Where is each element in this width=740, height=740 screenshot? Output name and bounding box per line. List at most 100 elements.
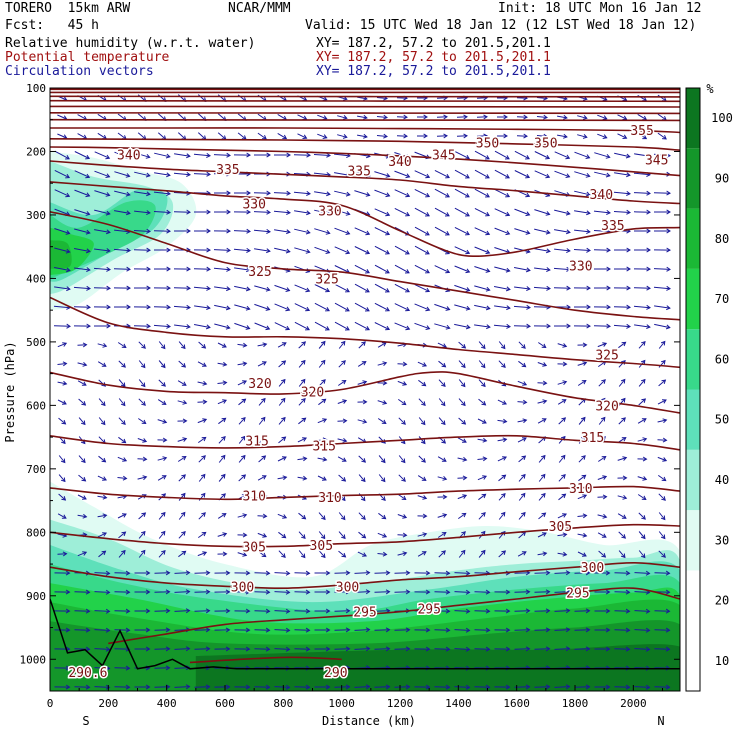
vector-arrow [137, 475, 148, 481]
vector-head [445, 646, 451, 652]
vector-shaft [394, 303, 410, 311]
vector-arrow [254, 627, 271, 633]
vector-head [443, 133, 448, 139]
vector-head [425, 589, 431, 595]
vector-shaft [334, 246, 350, 254]
vector-arrow [414, 589, 431, 595]
vector-head [86, 267, 91, 273]
vector-shaft [633, 287, 651, 289]
vector-arrow [458, 398, 466, 407]
vector-shaft [74, 228, 90, 234]
vector-head [500, 530, 506, 536]
vector-head [121, 363, 126, 368]
vector-shaft [657, 132, 667, 140]
vector-head [605, 589, 611, 595]
vector-head [165, 589, 171, 595]
vector-arrow [657, 418, 668, 424]
vector-head [145, 684, 151, 690]
vector-head [425, 627, 431, 633]
vector-shaft [298, 398, 306, 406]
vector-arrow [654, 570, 671, 576]
vector-head [402, 381, 408, 386]
vector-head [481, 400, 487, 406]
vector-shaft [58, 474, 66, 482]
vector-shaft [534, 591, 550, 593]
vector-arrow [234, 684, 251, 690]
vector-arrow [278, 550, 286, 559]
vector-head [481, 493, 487, 499]
vector-arrow [494, 188, 511, 198]
vector-arrow [634, 153, 651, 159]
theta-label-295: 295 [566, 587, 589, 602]
vector-arrow [94, 170, 111, 178]
vector-shaft [398, 474, 406, 482]
vector-arrow [217, 513, 227, 519]
vector-shaft [138, 418, 146, 424]
vector-shaft [98, 436, 106, 444]
vector-shaft [558, 474, 566, 482]
vector-head [546, 267, 551, 273]
vector-head [365, 589, 371, 595]
vector-head [245, 286, 251, 292]
vector-head [101, 382, 107, 387]
vector-arrow [497, 114, 508, 120]
vector-arrow [514, 208, 531, 217]
vector-head [666, 247, 671, 253]
vector-arrow [194, 627, 211, 633]
vector-shaft [97, 361, 107, 367]
vector-shaft [478, 493, 486, 501]
vector-shaft [358, 474, 366, 482]
vector-arrow [254, 322, 271, 331]
theta-contour-340 [50, 160, 680, 205]
vector-arrow [117, 342, 127, 349]
vector-head [666, 266, 671, 272]
vector-head [585, 684, 591, 690]
vector-head [62, 551, 68, 557]
vector-head [145, 570, 151, 576]
vector-head [505, 608, 511, 614]
theta-label-345: 345 [645, 154, 668, 169]
vector-shaft [537, 532, 547, 538]
vector-head [365, 172, 371, 178]
vector-arrow [158, 530, 166, 539]
vector-arrow [197, 380, 208, 386]
vector-shaft [354, 264, 370, 274]
vector-head [245, 646, 251, 652]
vector-arrow [134, 171, 151, 178]
vector-shaft [494, 188, 510, 198]
vector-head [285, 248, 291, 254]
vector-arrow [493, 323, 511, 329]
y-tick-label: 100 [26, 82, 46, 95]
vector-shaft [197, 381, 207, 385]
vector-arrow [57, 551, 68, 557]
vector-head [86, 285, 91, 291]
vector-arrow [633, 209, 651, 215]
vector-arrow [434, 627, 451, 633]
vector-head [622, 475, 628, 481]
x-tick-label: 0 [47, 697, 54, 710]
vector-arrow [354, 302, 370, 312]
vector-head [365, 646, 371, 652]
vector-shaft [374, 171, 390, 177]
vector-arrow [254, 684, 271, 690]
vector-shaft [74, 629, 90, 631]
vector-head [666, 190, 671, 196]
vector-shaft [158, 341, 166, 349]
vector-head [405, 173, 411, 179]
theta-contour-355 [50, 127, 680, 134]
vector-arrow [553, 266, 571, 272]
vector-head [301, 397, 306, 403]
vector-shaft [434, 686, 450, 688]
vector-arrow [217, 132, 227, 140]
vector-arrow [394, 322, 411, 331]
vector-arrow [494, 208, 511, 217]
vector-head [565, 173, 571, 178]
vector-arrow [618, 341, 627, 349]
vector-head [300, 553, 306, 559]
vector-arrow [456, 133, 468, 139]
vector-head [85, 211, 91, 216]
vector-shaft [614, 591, 630, 593]
vector-head [402, 361, 408, 367]
